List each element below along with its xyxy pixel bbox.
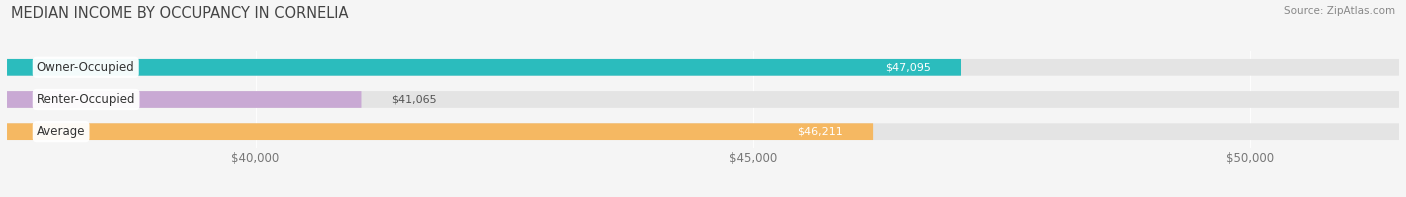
FancyBboxPatch shape bbox=[7, 123, 873, 140]
FancyBboxPatch shape bbox=[7, 59, 962, 76]
Text: Renter-Occupied: Renter-Occupied bbox=[37, 93, 135, 106]
Text: $47,095: $47,095 bbox=[886, 62, 931, 72]
Text: Owner-Occupied: Owner-Occupied bbox=[37, 61, 135, 74]
FancyBboxPatch shape bbox=[7, 123, 1399, 140]
FancyBboxPatch shape bbox=[7, 59, 1399, 76]
Text: Source: ZipAtlas.com: Source: ZipAtlas.com bbox=[1284, 6, 1395, 16]
Text: $46,211: $46,211 bbox=[797, 127, 844, 137]
FancyBboxPatch shape bbox=[7, 91, 361, 108]
Text: Average: Average bbox=[37, 125, 86, 138]
Text: MEDIAN INCOME BY OCCUPANCY IN CORNELIA: MEDIAN INCOME BY OCCUPANCY IN CORNELIA bbox=[11, 6, 349, 21]
FancyBboxPatch shape bbox=[7, 91, 1399, 108]
Text: $41,065: $41,065 bbox=[391, 95, 437, 104]
